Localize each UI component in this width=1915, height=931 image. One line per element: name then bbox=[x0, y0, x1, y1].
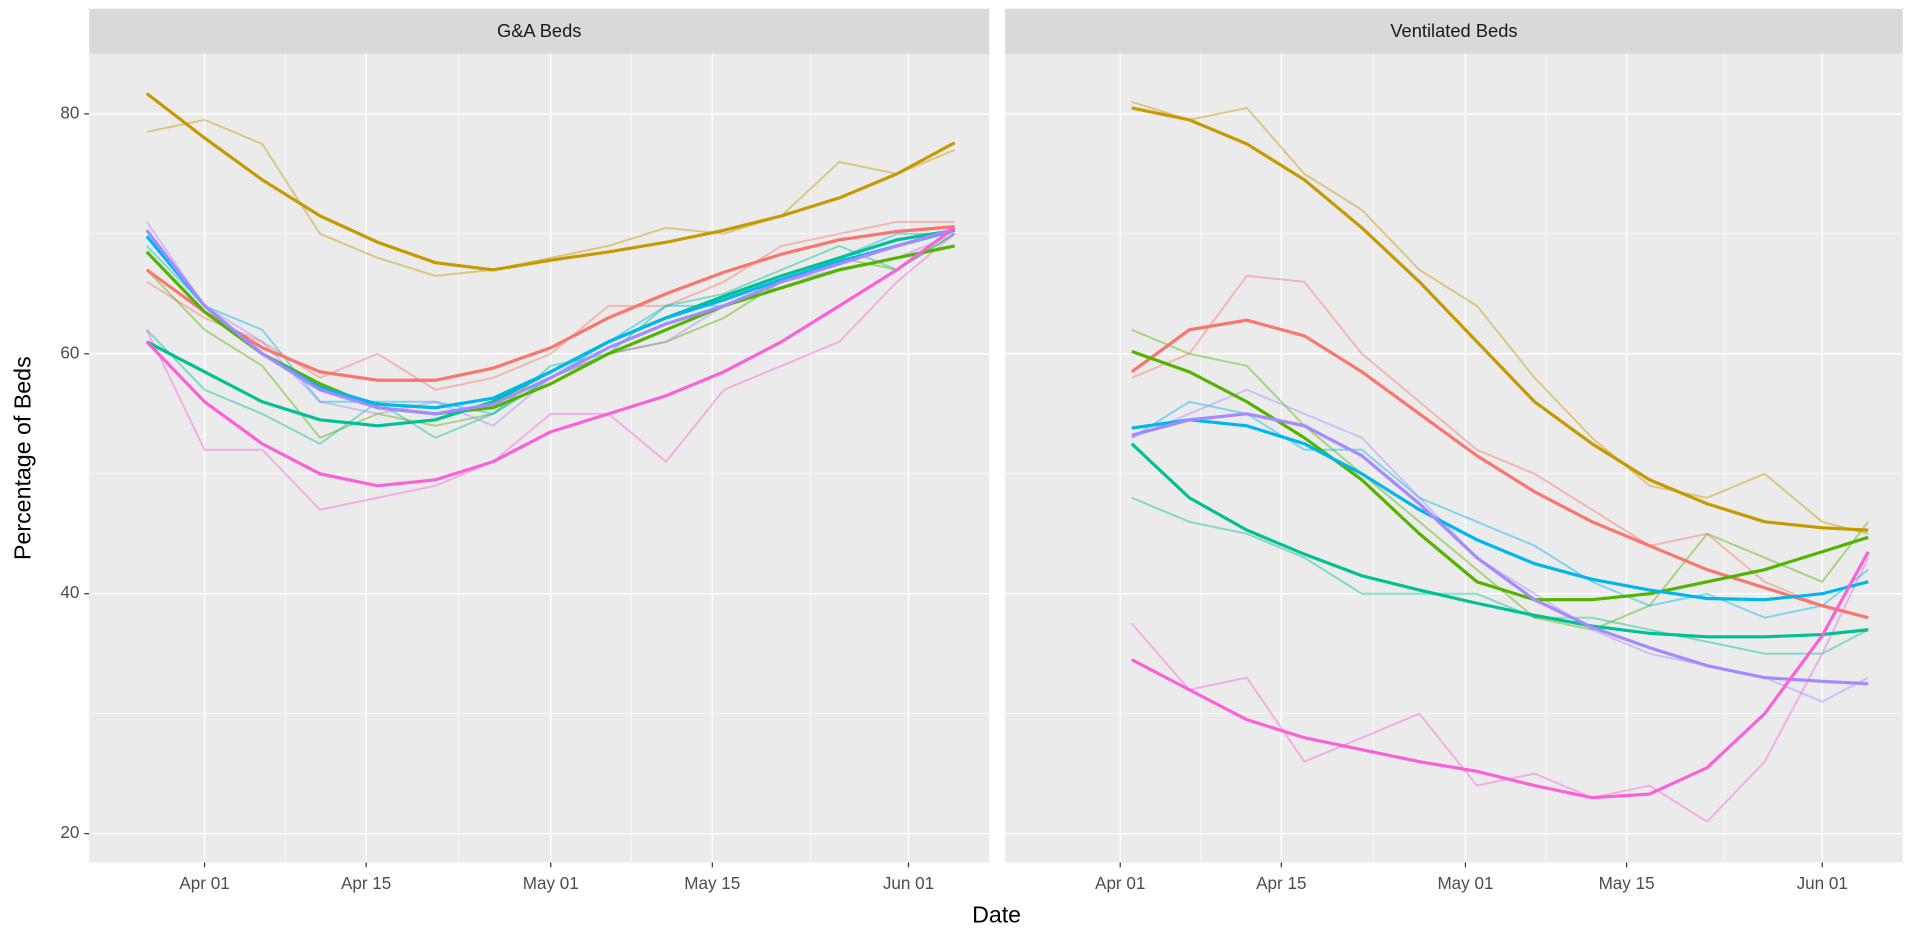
strip bbox=[1005, 8, 1903, 54]
strip bbox=[89, 8, 990, 54]
trend-line bbox=[1131, 418, 1869, 602]
panel-background bbox=[89, 53, 990, 863]
raw-line bbox=[1131, 400, 1869, 619]
raw-line bbox=[1131, 100, 1869, 535]
panel-title: G&A Beds bbox=[497, 20, 581, 41]
raw-line bbox=[1131, 328, 1869, 631]
trend-line bbox=[1130, 442, 1869, 639]
panel-background bbox=[1005, 53, 1903, 863]
trend-line bbox=[145, 225, 955, 382]
x-tick-label: Jun 01 bbox=[883, 874, 934, 893]
panel-title: Ventilated Beds bbox=[1390, 20, 1517, 41]
trend-line bbox=[1130, 318, 1869, 620]
x-tick-label: Jun 01 bbox=[1797, 874, 1848, 893]
raw-line bbox=[146, 232, 956, 445]
raw-line bbox=[1131, 496, 1869, 655]
y-tick-label: 20 bbox=[60, 823, 79, 842]
trend-line bbox=[145, 227, 956, 416]
trend-line bbox=[1131, 412, 1869, 686]
raw-line bbox=[146, 220, 955, 391]
trend-line bbox=[145, 226, 956, 488]
x-axis-label: Date bbox=[972, 901, 1021, 927]
x-tick-label: May 15 bbox=[1599, 874, 1655, 893]
trend-line bbox=[1131, 106, 1869, 532]
trend-line bbox=[1131, 550, 1870, 800]
y-tick-label: 60 bbox=[60, 343, 79, 362]
x-tick-label: May 01 bbox=[1437, 874, 1493, 893]
y-axis-label: Percentage of Beds bbox=[10, 356, 36, 560]
x-tick-label: May 01 bbox=[523, 874, 579, 893]
y-tick-label: 80 bbox=[60, 103, 79, 122]
x-tick-label: Apr 01 bbox=[179, 874, 229, 893]
x-tick-label: Apr 01 bbox=[1095, 874, 1145, 893]
trend-line bbox=[1131, 349, 1869, 602]
raw-line bbox=[145, 233, 956, 511]
trend-line bbox=[145, 92, 956, 272]
raw-line bbox=[146, 118, 956, 277]
y-tick-label: 40 bbox=[60, 583, 79, 602]
x-tick-label: May 15 bbox=[684, 874, 740, 893]
raw-line bbox=[1131, 274, 1869, 619]
x-tick-label: Apr 15 bbox=[1256, 874, 1306, 893]
x-tick-label: Apr 15 bbox=[341, 874, 391, 893]
